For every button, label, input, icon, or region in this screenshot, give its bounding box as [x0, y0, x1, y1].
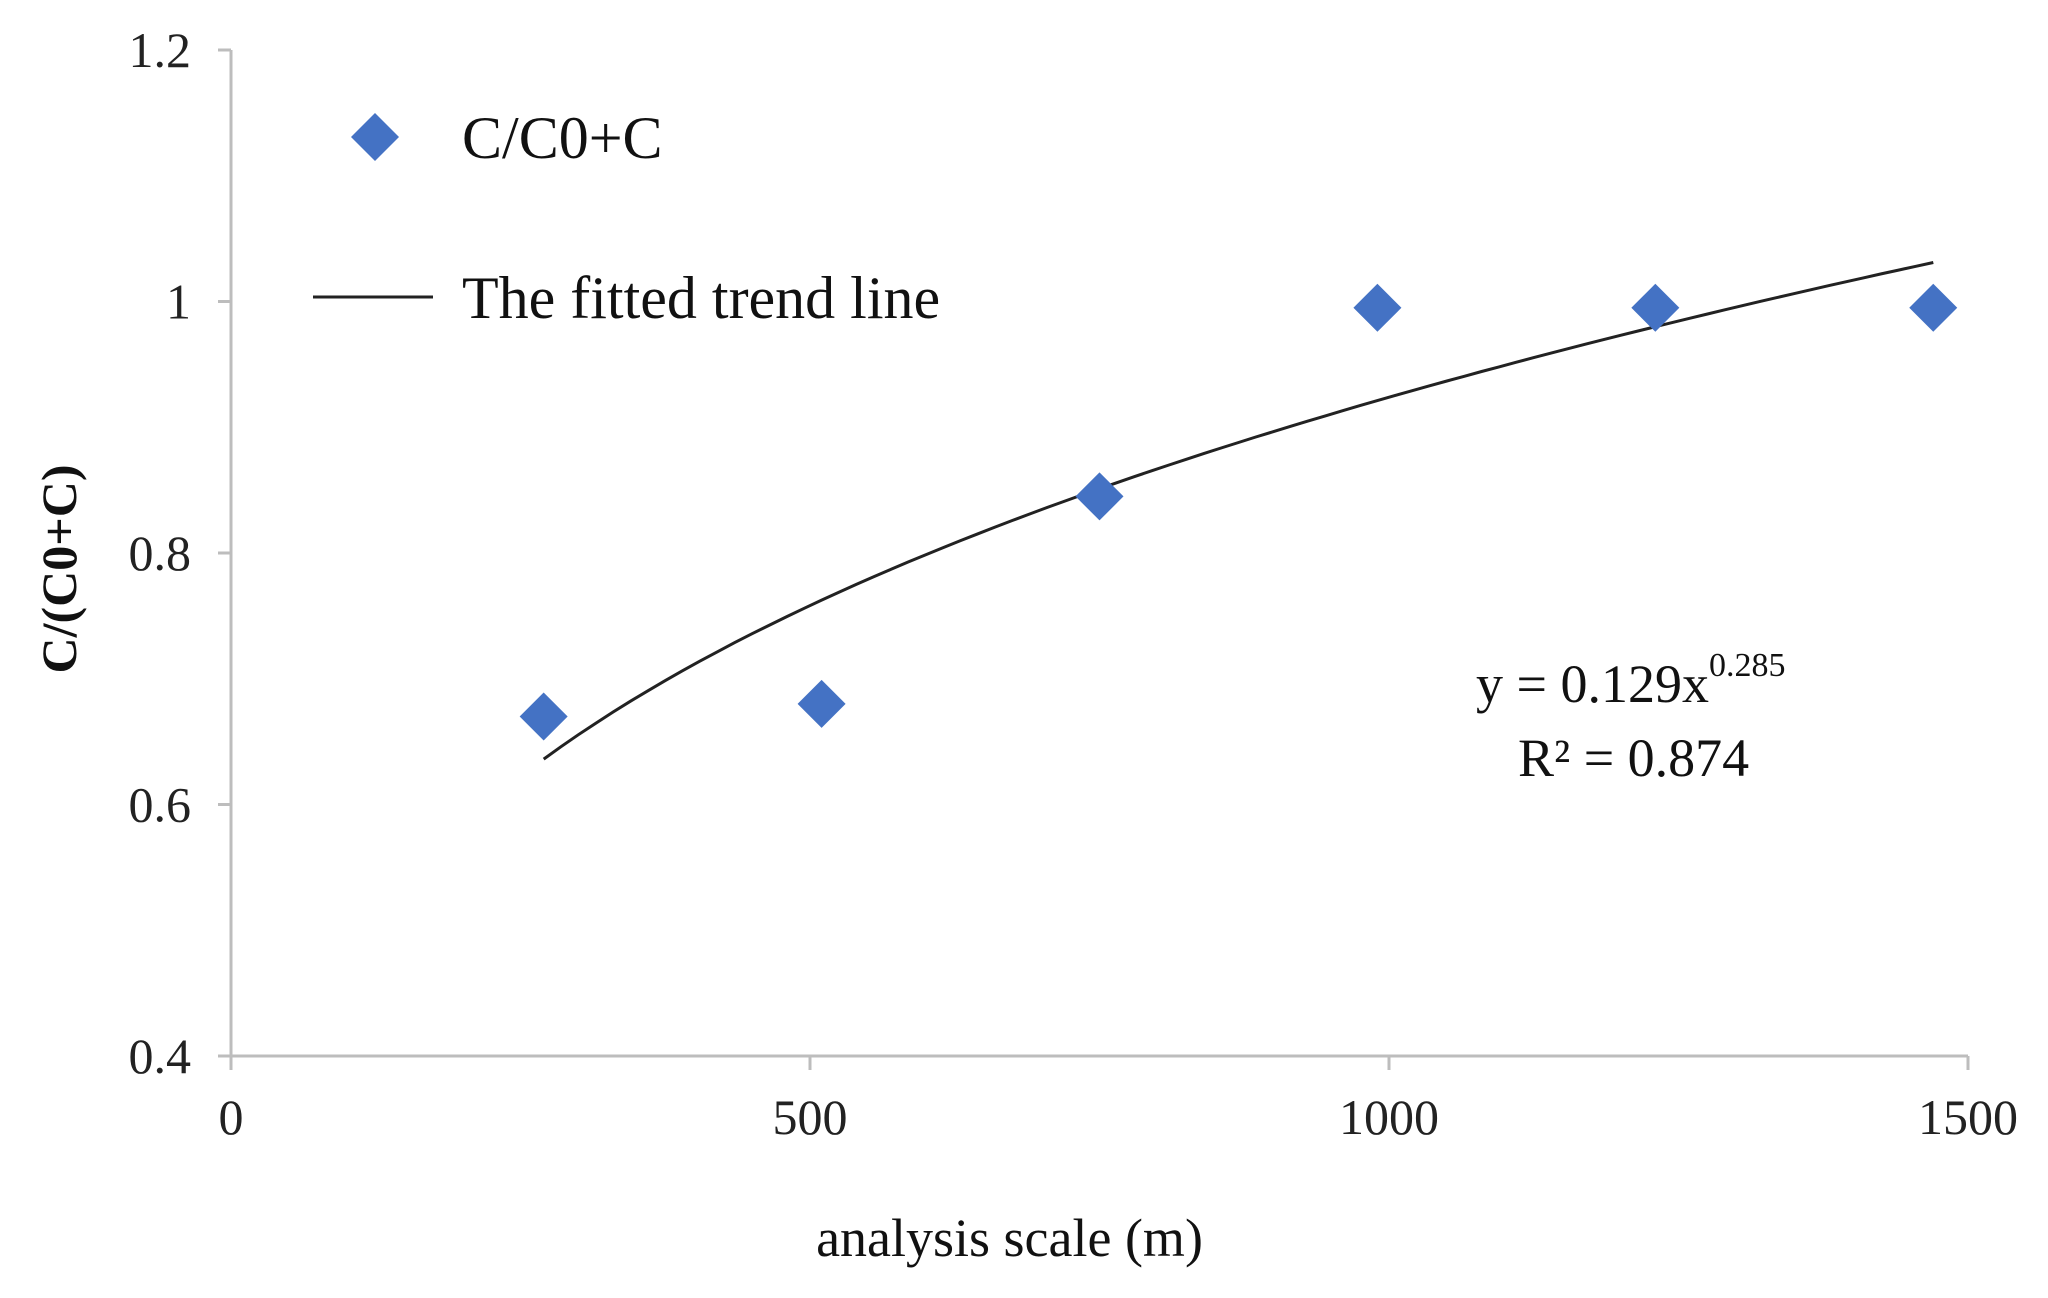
axes — [229, 50, 1968, 1058]
data-point — [1631, 283, 1680, 332]
x-tick-label: 500 — [773, 1089, 848, 1145]
r-squared-text: R² = 0.874 — [1518, 728, 1749, 788]
data-point — [1909, 283, 1958, 332]
y-tick-label: 1 — [166, 274, 191, 330]
equation-text: y = 0.129x0.285 — [1476, 647, 1785, 714]
y-tick-label: 0.4 — [129, 1028, 192, 1084]
x-tick-label: 1500 — [1918, 1089, 2018, 1145]
x-tick-label: 0 — [219, 1089, 244, 1145]
data-point — [1075, 472, 1124, 521]
y-ticks: 0.4 0.6 0.8 1 1.2 — [129, 22, 231, 1084]
equation-base: y = 0.129x — [1476, 654, 1709, 714]
legend-trend-label: The fitted trend line — [462, 265, 940, 331]
data-point — [1353, 283, 1402, 332]
legend-series-label: C/C0+C — [462, 105, 663, 171]
x-axis-title: analysis scale (m) — [816, 1208, 1203, 1268]
data-point — [519, 692, 568, 741]
y-tick-label: 1.2 — [129, 22, 192, 78]
data-points — [519, 283, 1958, 741]
legend: C/C0+C The fitted trend line — [313, 105, 940, 331]
y-axis-title: C/(C0+C) — [31, 464, 87, 673]
data-point — [797, 679, 846, 728]
x-tick-label: 1000 — [1339, 1089, 1439, 1145]
x-ticks: 0 500 1000 1500 — [219, 1056, 2018, 1145]
y-tick-label: 0.8 — [129, 525, 192, 581]
y-tick-label: 0.6 — [129, 777, 192, 833]
equation-exponent: 0.285 — [1709, 647, 1786, 684]
trendline-equation: y = 0.129x0.285 R² = 0.874 — [1476, 647, 1785, 788]
legend-diamond-marker — [351, 113, 399, 161]
trend-line — [542, 261, 1934, 761]
